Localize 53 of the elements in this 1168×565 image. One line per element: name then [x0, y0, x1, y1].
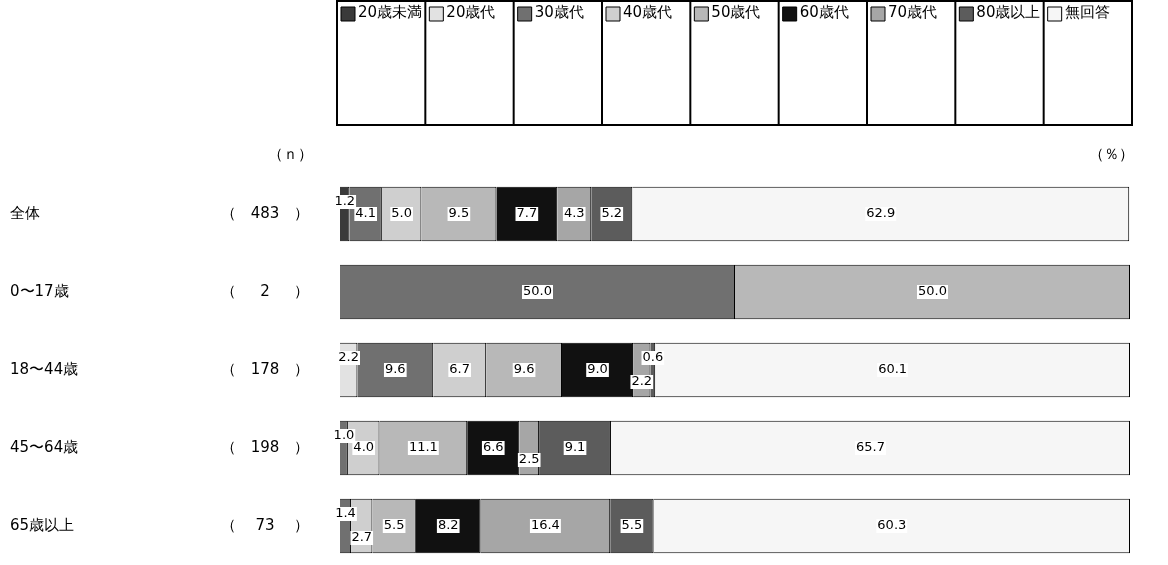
- data-label: 60.3: [877, 517, 907, 533]
- data-label: 60.1: [878, 361, 908, 377]
- data-label: 50.0: [918, 283, 947, 299]
- legend-label: 60歳代: [799, 3, 849, 22]
- text: （ｎ）: [267, 144, 313, 163]
- data-label: 1.0: [333, 427, 355, 443]
- data-label: 7.7: [516, 205, 538, 221]
- legend-label: 50歳代: [711, 3, 761, 22]
- data-label: 65.7: [856, 439, 885, 455]
- data-label: 0.6: [642, 349, 664, 365]
- y-tick-label: 18〜44歳: [10, 359, 79, 378]
- text: （％）: [1089, 144, 1134, 163]
- text: （ 198 ）: [221, 437, 309, 456]
- data-label: 4.0: [353, 439, 375, 455]
- data-label: 9.1: [564, 439, 586, 455]
- legend-label: 20歳代: [446, 3, 496, 22]
- data-label: 1.4: [335, 505, 356, 521]
- data-label: 5.0: [391, 205, 412, 221]
- legend-label: 80歳以上: [976, 3, 1041, 22]
- data-label: 5.2: [601, 205, 623, 221]
- y-tick-label: 65歳以上: [10, 515, 75, 534]
- data-label: 9.5: [448, 205, 470, 221]
- legend-label: 30歳代: [534, 3, 584, 22]
- text: （ 2 ）: [221, 281, 309, 300]
- data-label: 9.0: [587, 361, 608, 377]
- y-tick-label: 45〜64歳: [10, 437, 79, 456]
- legend-label: 20歳未満: [358, 3, 423, 22]
- data-label: 6.7: [449, 361, 471, 377]
- data-label: 2.2: [631, 373, 653, 389]
- data-label: 1.2: [334, 193, 356, 209]
- data-label: 62.9: [866, 205, 896, 221]
- data-label: 9.6: [513, 361, 535, 377]
- text: （ 178 ）: [221, 359, 309, 378]
- data-label: 4.1: [355, 205, 377, 221]
- data-label: 11.1: [408, 439, 438, 455]
- data-label: 9.6: [384, 361, 406, 377]
- data-label: 4.3: [563, 205, 585, 221]
- data-label: 5.5: [383, 517, 405, 533]
- text: （ 73 ）: [221, 515, 309, 534]
- legend-label: 無回答: [1064, 3, 1110, 22]
- data-label: 5.5: [621, 517, 643, 533]
- legend-label: 40歳代: [623, 3, 673, 22]
- data-label: 50.0: [523, 283, 552, 299]
- data-label: 2.5: [518, 451, 540, 467]
- legend-label: 70歳代: [888, 3, 938, 22]
- data-label: 6.6: [482, 439, 504, 455]
- text: （ 483 ）: [221, 203, 309, 222]
- data-label: 8.2: [437, 517, 459, 533]
- data-label: 2.2: [338, 349, 360, 365]
- data-label: 16.4: [530, 517, 560, 533]
- y-tick-label: 0〜17歳: [10, 281, 69, 300]
- data-label: 2.7: [351, 529, 373, 545]
- y-tick-label: 全体: [10, 203, 40, 222]
